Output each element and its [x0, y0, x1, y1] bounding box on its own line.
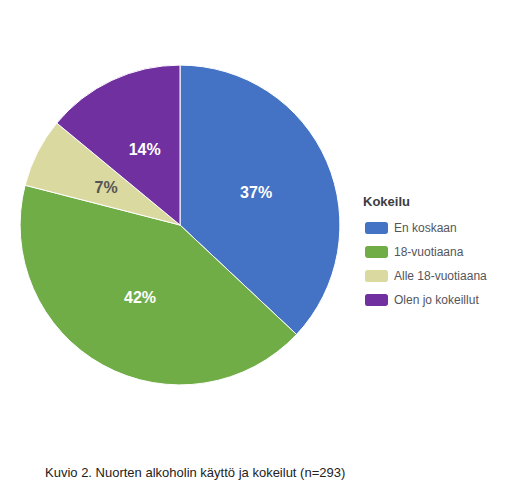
svg-text:Alle 18-vuotiaana: Alle 18-vuotiaana — [394, 269, 487, 283]
svg-text:Kokeilu: Kokeilu — [363, 194, 410, 209]
svg-text:Olen jo kokeillut: Olen jo kokeillut — [394, 293, 479, 307]
svg-text:42%: 42% — [124, 289, 156, 306]
svg-text:Kuvio 2. Nuorten alkoholin käy: Kuvio 2. Nuorten alkoholin käyttö ja kok… — [45, 465, 345, 480]
svg-text:7%: 7% — [95, 179, 118, 196]
svg-text:18-vuotiaana: 18-vuotiaana — [394, 245, 464, 259]
svg-text:14%: 14% — [129, 141, 161, 158]
svg-text:37%: 37% — [240, 184, 272, 201]
svg-text:En koskaan: En koskaan — [394, 221, 457, 235]
